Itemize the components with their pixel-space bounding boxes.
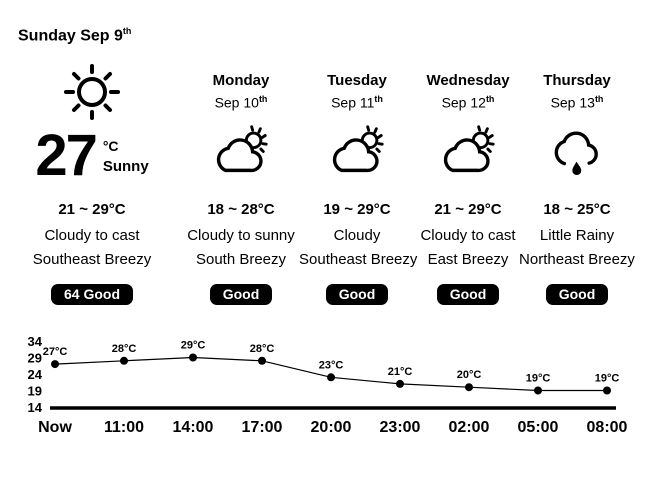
condition-line1: Cloudy to cast bbox=[420, 227, 516, 244]
chart-y-tick: 29 bbox=[28, 351, 42, 366]
chart-point bbox=[603, 386, 611, 395]
chart-x-tick: 02:00 bbox=[449, 419, 490, 436]
chart-point bbox=[258, 356, 266, 365]
chart-point-label: 29°C bbox=[181, 340, 206, 352]
current-date: Sunday Sep 9 bbox=[18, 27, 123, 45]
temperature-unit: °C bbox=[102, 138, 119, 154]
chart-point-label: 27°C bbox=[43, 346, 68, 358]
day-name: Wednesday bbox=[426, 72, 510, 89]
air-quality-badge[interactable]: 64 Good bbox=[50, 284, 133, 305]
current-temperature: 27 bbox=[35, 123, 97, 188]
chart-point bbox=[327, 373, 335, 382]
air-quality-badge[interactable]: Good bbox=[209, 284, 273, 305]
day-name: Tuesday bbox=[327, 72, 387, 89]
cloud-rain-icon bbox=[518, 118, 636, 184]
temp-range: 18 ~ 28°C bbox=[207, 201, 275, 218]
chart-point-label: 28°C bbox=[250, 343, 275, 355]
temp-range: 21 ~ 29°C bbox=[58, 201, 126, 218]
chart-y-tick: 19 bbox=[28, 384, 42, 399]
chart-point-label: 23°C bbox=[319, 359, 344, 371]
chart-point bbox=[51, 360, 59, 369]
chart-y-tick: 34 bbox=[28, 334, 43, 349]
air-quality-badge[interactable]: Good bbox=[545, 284, 609, 305]
forecast-column-tuesday[interactable]: Tuesday Sep 11th 19 ~ 29°C Cloudy Southe… bbox=[299, 0, 418, 320]
chart-point-label: 19°C bbox=[526, 373, 551, 385]
condition-line2: East Breezy bbox=[427, 251, 509, 268]
forecast-column-monday[interactable]: Monday Sep 10th 18 ~ 28°C Cloudy to sunn… bbox=[183, 0, 299, 320]
day-date: Sep 11th bbox=[331, 94, 383, 111]
condition-line1: Little Rainy bbox=[539, 227, 615, 244]
condition-line1: Cloudy to cast bbox=[44, 227, 140, 244]
hourly-temp-chart: 34 29 24 19 14 27°C Now 28°C 11:00 29°C 14:00 28°C 1… bbox=[0, 330, 648, 450]
chart-point-label: 28°C bbox=[112, 343, 137, 355]
cloud-sun-icon bbox=[183, 118, 299, 184]
chart-x-tick: 14:00 bbox=[173, 419, 214, 436]
chart-x-tick: 11:00 bbox=[104, 419, 144, 436]
chart-point bbox=[396, 379, 404, 388]
chart-point-label: 19°C bbox=[595, 373, 620, 385]
chart-point bbox=[120, 356, 128, 365]
air-quality-badge[interactable]: Good bbox=[436, 284, 500, 305]
chart-x-tick: 20:00 bbox=[311, 419, 352, 436]
chart-x-tick: Now bbox=[38, 419, 72, 436]
sunny-icon bbox=[12, 56, 172, 126]
day-date: Sep 10th bbox=[214, 94, 268, 111]
condition-line1: Cloudy bbox=[333, 227, 381, 244]
forecast-column-thursday[interactable]: Thursday Sep 13th 18 ~ 25°C Little Rainy… bbox=[518, 0, 636, 320]
chart-point-label: 20°C bbox=[457, 369, 482, 381]
chart-x-tick: 08:00 bbox=[587, 419, 628, 436]
day-name: Monday bbox=[212, 72, 270, 89]
chart-x-tick: 05:00 bbox=[518, 419, 559, 436]
chart-point-label: 21°C bbox=[388, 366, 413, 378]
day-date: Sep 12th bbox=[441, 94, 495, 111]
date-ordinal: th bbox=[122, 26, 132, 36]
current-weather: 27 °C Sunny bbox=[12, 123, 172, 188]
condition-line2: Southeast Breezy bbox=[32, 251, 152, 268]
condition-line1: Cloudy to sunny bbox=[187, 227, 295, 244]
current-condition: Sunny bbox=[102, 158, 149, 175]
temp-range: 19 ~ 29°C bbox=[323, 201, 391, 218]
cloud-sun-icon bbox=[299, 118, 415, 184]
day-name: Thursday bbox=[543, 72, 611, 89]
forecast-column-today[interactable]: 27 °C Sunny 21 ~ 29°C Cloudy to cast Sou… bbox=[12, 0, 172, 320]
condition-line2: Northeast Breezy bbox=[519, 251, 635, 268]
temp-range: 21 ~ 29°C bbox=[434, 201, 502, 218]
chart-point bbox=[465, 383, 473, 392]
chart-point bbox=[534, 386, 542, 395]
temp-range: 18 ~ 25°C bbox=[543, 201, 611, 218]
page-title: Sunday Sep 9th bbox=[18, 26, 131, 45]
condition-line2: Southeast Breezy bbox=[299, 251, 418, 268]
chart-y-tick: 14 bbox=[28, 400, 43, 415]
forecast-column-wednesday[interactable]: Wednesday Sep 12th 21 ~ 29°C Cloudy to c… bbox=[412, 0, 524, 320]
condition-line2: South Breezy bbox=[195, 251, 287, 268]
cloud-sun-icon bbox=[412, 118, 524, 184]
day-date: Sep 13th bbox=[550, 94, 604, 111]
chart-y-tick: 24 bbox=[28, 367, 43, 382]
chart-x-tick: 23:00 bbox=[380, 419, 421, 436]
chart-point bbox=[189, 353, 197, 362]
chart-x-tick: 17:00 bbox=[242, 419, 283, 436]
air-quality-badge[interactable]: Good bbox=[325, 284, 389, 305]
